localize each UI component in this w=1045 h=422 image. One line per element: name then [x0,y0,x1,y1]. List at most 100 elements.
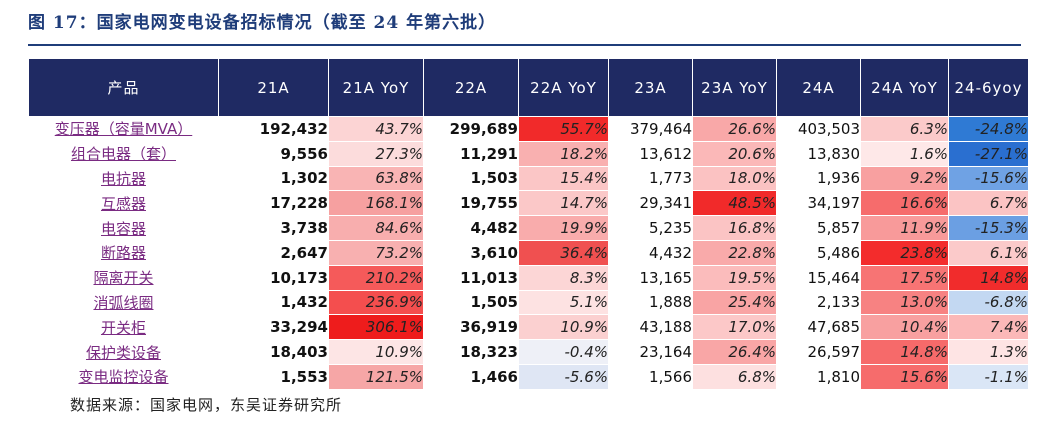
product-link[interactable]: 变电监控设备 [28,363,219,390]
product-link[interactable]: 电容器 [28,215,219,241]
yoy-24-6: 7.4% [948,314,1029,341]
yoy-21a: 210.2% [328,264,424,291]
yoy-24-6: 14.8% [948,264,1029,291]
table-row: 消弧线圈 1,432 236.9% 1,505 5.1% 1,888 25.4% 2,133 1… [28,289,1029,316]
yoy-21a: 306.1% [328,314,424,341]
value-21a: 3,738 [218,215,329,241]
value-21a: 1,302 [218,165,329,192]
yoy-24-6: 1.3% [948,339,1029,365]
value-24a: 13,830 [776,140,861,167]
value-21a: 2,647 [218,239,329,266]
col-header-21a-yoy: 21A YoY [328,58,424,117]
yoy-22a: 8.3% [518,264,609,291]
product-link[interactable]: 组合电器（套） [28,140,219,167]
product-link[interactable]: 保护类设备 [28,339,219,365]
yoy-21a: 10.9% [328,339,424,365]
table-row: 保护类设备 18,403 10.9% 18,323 -0.4% 23,164 26.4% 26… [28,339,1029,365]
yoy-22a: 55.7% [518,116,609,142]
value-22a: 3,610 [423,239,519,266]
yoy-24-6: -15.3% [948,215,1029,241]
yoy-23a: 25.4% [692,289,777,316]
yoy-22a: -5.6% [518,363,609,390]
yoy-24a: 9.2% [860,165,949,192]
yoy-24-6: 6.1% [948,239,1029,266]
yoy-23a: 48.5% [692,190,777,217]
yoy-21a: 84.6% [328,215,424,241]
yoy-21a: 121.5% [328,363,424,390]
value-23a: 1,566 [608,363,693,390]
value-24a: 5,857 [776,215,861,241]
yoy-24-6: -6.8% [948,289,1029,316]
col-header-24a-yoy: 24A YoY [860,58,949,117]
tender-table: 产品 21A 21A YoY 22A 22A YoY 23A 23A YoY 2… [28,58,1029,390]
yoy-24a: 11.9% [860,215,949,241]
product-link[interactable]: 开关柜 [28,314,219,341]
product-link[interactable]: 消弧线圈 [28,289,219,316]
value-21a: 192,432 [218,116,329,142]
col-header-22a: 22A [423,58,519,117]
yoy-23a: 20.6% [692,140,777,167]
product-link[interactable]: 电抗器 [28,165,219,192]
value-23a: 13,612 [608,140,693,167]
col-header-24-6yoy: 24-6yoy [948,58,1029,117]
value-23a: 4,432 [608,239,693,266]
yoy-24a: 14.8% [860,339,949,365]
yoy-23a: 17.0% [692,314,777,341]
header-row: 产品 21A 21A YoY 22A 22A YoY 23A 23A YoY 2… [28,58,1029,117]
col-header-23a: 23A [608,58,693,117]
value-23a: 23,164 [608,339,693,365]
value-22a: 1,505 [423,289,519,316]
yoy-22a: 36.4% [518,239,609,266]
yoy-23a: 16.8% [692,215,777,241]
source-note: 数据来源：国家电网，东吴证券研究所 [70,396,343,414]
yoy-24-6: -24.8% [948,116,1029,142]
product-link[interactable]: 互感器 [28,190,219,217]
product-link[interactable]: 变压器（容量MVA） [28,116,219,142]
value-23a: 29,341 [608,190,693,217]
yoy-23a: 19.5% [692,264,777,291]
value-22a: 36,919 [423,314,519,341]
value-22a: 19,755 [423,190,519,217]
yoy-22a: 15.4% [518,165,609,192]
value-21a: 9,556 [218,140,329,167]
product-link[interactable]: 隔离开关 [28,264,219,291]
col-header-21a: 21A [218,58,329,117]
yoy-24a: 16.6% [860,190,949,217]
value-23a: 5,235 [608,215,693,241]
yoy-24-6: -27.1% [948,140,1029,167]
col-header-product: 产品 [28,58,219,117]
value-24a: 15,464 [776,264,861,291]
value-24a: 26,597 [776,339,861,365]
yoy-24-6: -1.1% [948,363,1029,390]
value-23a: 379,464 [608,116,693,142]
value-22a: 18,323 [423,339,519,365]
value-24a: 5,486 [776,239,861,266]
product-link[interactable]: 断路器 [28,239,219,266]
yoy-22a: 18.2% [518,140,609,167]
table-row: 组合电器（套） 9,556 27.3% 11,291 18.2% 13,612 20.6% 1… [28,140,1029,167]
value-22a: 299,689 [423,116,519,142]
table-row: 变电监控设备 1,553 121.5% 1,466 -5.6% 1,566 6.8% 1,81… [28,363,1029,390]
value-21a: 1,553 [218,363,329,390]
col-header-24a: 24A [776,58,861,117]
value-23a: 1,773 [608,165,693,192]
yoy-22a: 19.9% [518,215,609,241]
yoy-22a: 14.7% [518,190,609,217]
value-23a: 13,165 [608,264,693,291]
table-row: 开关柜 33,294 306.1% 36,919 10.9% 43,188 17.0% 47,… [28,314,1029,341]
yoy-23a: 6.8% [692,363,777,390]
value-24a: 403,503 [776,116,861,142]
yoy-24a: 13.0% [860,289,949,316]
yoy-23a: 26.4% [692,339,777,365]
yoy-24a: 10.4% [860,314,949,341]
table-row: 断路器 2,647 73.2% 3,610 36.4% 4,432 22.8% 5,486 23… [28,239,1029,266]
value-22a: 1,503 [423,165,519,192]
col-header-23a-yoy: 23A YoY [692,58,777,117]
yoy-23a: 26.6% [692,116,777,142]
value-24a: 2,133 [776,289,861,316]
yoy-22a: -0.4% [518,339,609,365]
yoy-24-6: -15.6% [948,165,1029,192]
title-divider [28,44,1021,46]
value-24a: 1,936 [776,165,861,192]
value-22a: 4,482 [423,215,519,241]
